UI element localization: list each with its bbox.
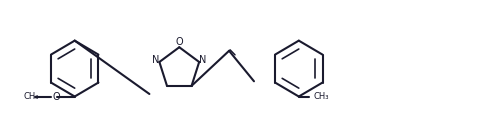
Text: O: O xyxy=(175,37,183,47)
Text: N: N xyxy=(152,55,159,65)
Text: CH₃: CH₃ xyxy=(314,92,329,101)
Text: N: N xyxy=(199,55,206,65)
Text: O: O xyxy=(53,92,61,101)
Text: CH₃: CH₃ xyxy=(23,92,39,101)
